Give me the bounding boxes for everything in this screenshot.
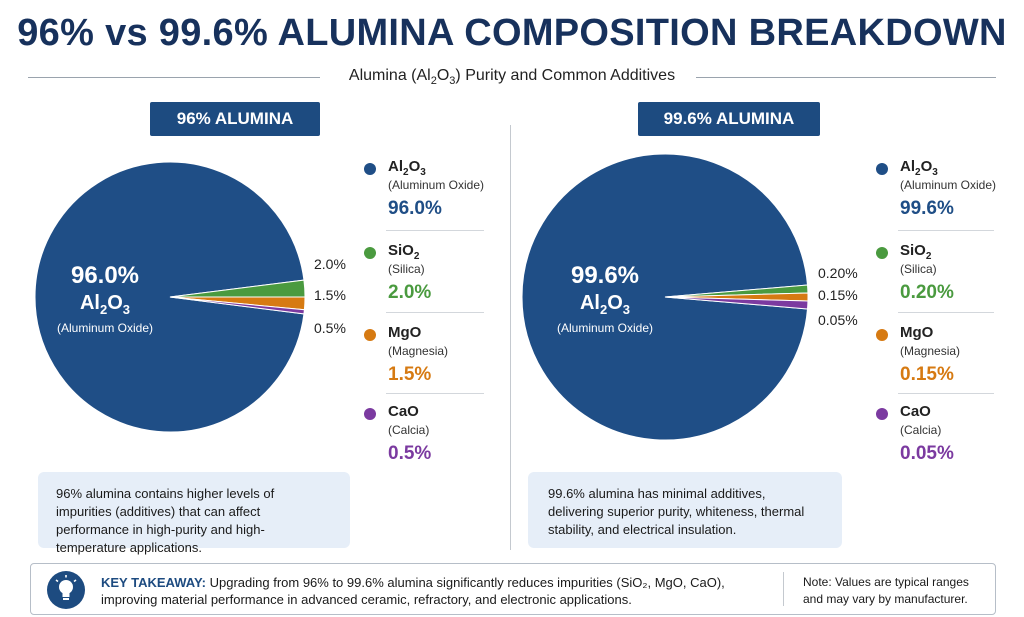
slice-label-cao: 0.05% xyxy=(818,312,858,328)
legend-desc: (Aluminum Oxide) xyxy=(388,178,485,192)
chart-title-996: 99.6% ALUMINA xyxy=(638,102,820,136)
legend-value: 96.0% xyxy=(388,198,442,219)
legend-name: MgO xyxy=(900,324,934,341)
legend-name: CaO xyxy=(388,403,419,420)
legend-value: 2.0% xyxy=(388,282,432,303)
slice-label-cao: 0.5% xyxy=(314,320,346,336)
pie-center-label-996: 99.6% Al2O3 (Aluminum Oxide) xyxy=(540,262,670,335)
subtitle: Alumina (Al2O3) Purity and Common Additi… xyxy=(348,67,676,88)
subtitle-rule-right xyxy=(696,77,996,78)
takeaway-text: KEY TAKEAWAY: Upgrading from 96% to 99.6… xyxy=(101,574,761,608)
center-compound-name: (Aluminum Oxide) xyxy=(56,321,154,335)
lightbulb-glyph xyxy=(55,575,77,600)
legend-separator xyxy=(898,230,994,231)
center-percentage: 96.0% xyxy=(70,262,140,289)
chart-title-96: 96% ALUMINA xyxy=(150,102,320,136)
center-formula: Al2O3 xyxy=(579,292,631,317)
note-box-996: 99.6% alumina has minimal additives, del… xyxy=(528,472,842,548)
pie-slice-mgo xyxy=(169,296,306,311)
center-compound-name: (Aluminum Oxide) xyxy=(556,321,654,335)
legend-desc: (Magnesia) xyxy=(388,344,449,358)
slice-label-sio2: 0.20% xyxy=(818,265,858,281)
takeaway-body: Upgrading from 96% to 99.6% alumina sign… xyxy=(101,575,725,607)
pie-slice-sio2 xyxy=(169,279,306,298)
legend-separator xyxy=(386,312,484,313)
pie-slice-mgo xyxy=(664,292,809,302)
legend-dot xyxy=(364,163,376,175)
legend-separator xyxy=(386,230,484,231)
pie-slice-cao xyxy=(664,296,809,310)
subtitle-rule-left xyxy=(28,77,320,78)
takeaway-divider xyxy=(783,572,784,606)
legend-value: 0.20% xyxy=(900,282,954,303)
slice-label-sio2: 2.0% xyxy=(314,256,346,272)
legend-name: SiO2 xyxy=(900,242,932,262)
page-title: 96% vs 99.6% ALUMINA COMPOSITION BREAKDO… xyxy=(17,12,1007,54)
legend-value: 0.5% xyxy=(388,443,432,464)
legend-value: 99.6% xyxy=(900,198,954,219)
key-takeaway-box: KEY TAKEAWAY: Upgrading from 96% to 99.6… xyxy=(30,563,996,615)
legend-desc: (Calcia) xyxy=(900,423,942,437)
legend-dot xyxy=(364,329,376,341)
section-divider xyxy=(510,125,511,550)
pie-slice-sio2 xyxy=(664,284,809,298)
legend-dot xyxy=(364,408,376,420)
legend-separator xyxy=(898,393,994,394)
legend-name: Al2O3 xyxy=(900,158,938,178)
center-percentage: 99.6% xyxy=(570,262,640,289)
legend-value: 0.15% xyxy=(900,364,954,385)
subtitle-row: Alumina (Al2O3) Purity and Common Additi… xyxy=(28,66,996,88)
legend-name: MgO xyxy=(388,324,422,341)
slice-label-mgo: 1.5% xyxy=(314,287,346,303)
legend-dot xyxy=(364,247,376,259)
legend-name: Al2O3 xyxy=(388,158,426,178)
pie-slice-cao xyxy=(169,296,305,315)
takeaway-label: KEY TAKEAWAY: xyxy=(101,575,206,590)
manufacturer-note: Note: Values are typical ranges and may … xyxy=(803,575,969,606)
note-box-96: 96% alumina contains higher levels of im… xyxy=(38,472,350,555)
legend-desc: (Calcia) xyxy=(388,423,430,437)
legend-name: SiO2 xyxy=(388,242,420,262)
legend-desc: (Silica) xyxy=(388,262,425,276)
pie-center-label-96: 96.0% Al2O3 (Aluminum Oxide) xyxy=(40,262,170,335)
legend-desc: (Magnesia) xyxy=(900,344,961,358)
legend-separator xyxy=(898,312,994,313)
legend-desc: (Aluminum Oxide) xyxy=(900,178,997,192)
legend-name: CaO xyxy=(900,403,931,420)
legend-desc: (Silica) xyxy=(900,262,937,276)
center-formula: Al2O3 xyxy=(79,292,131,317)
legend-value: 0.05% xyxy=(900,443,954,464)
legend-dot xyxy=(876,163,888,175)
lightbulb-icon xyxy=(47,571,85,609)
legend-dot xyxy=(876,247,888,259)
legend-value: 1.5% xyxy=(388,364,432,385)
legend-dot xyxy=(876,408,888,420)
legend-separator xyxy=(386,393,484,394)
slice-label-mgo: 0.15% xyxy=(818,287,858,303)
legend-dot xyxy=(876,329,888,341)
